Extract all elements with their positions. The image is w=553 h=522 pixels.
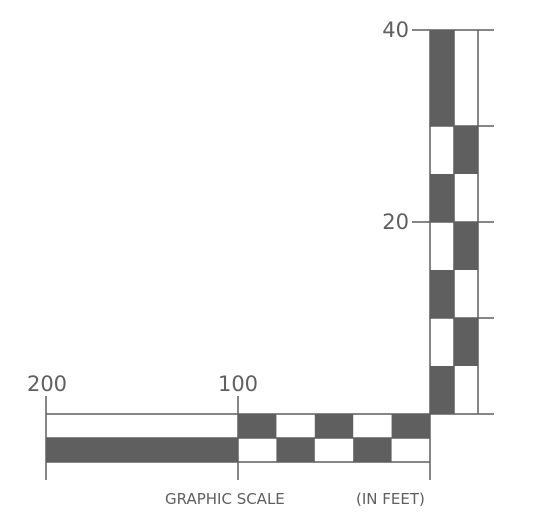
h-block-1 [276, 438, 315, 462]
v-block-0 [454, 126, 478, 174]
scale-lines [45, 29, 494, 480]
h-block-4 [391, 414, 430, 438]
scale-units: (IN FEET) [356, 490, 425, 508]
v-block-1 [430, 174, 454, 222]
scale-bars [46, 30, 478, 462]
scale-caption: GRAPHIC SCALE [165, 490, 285, 508]
v-long-bar [430, 30, 454, 126]
h-label-200: 200 [27, 372, 67, 396]
h-block-3 [353, 438, 392, 462]
v-block-4 [454, 318, 478, 366]
v-block-3 [430, 270, 454, 318]
v-label-20: 20 [382, 210, 409, 234]
h-label-100: 100 [218, 372, 258, 396]
h-long-bar [46, 438, 238, 462]
v-label-40: 40 [382, 18, 409, 42]
v-block-5 [430, 366, 454, 414]
h-block-2 [314, 414, 354, 438]
v-block-2 [454, 222, 478, 270]
h-block-0 [238, 414, 277, 438]
